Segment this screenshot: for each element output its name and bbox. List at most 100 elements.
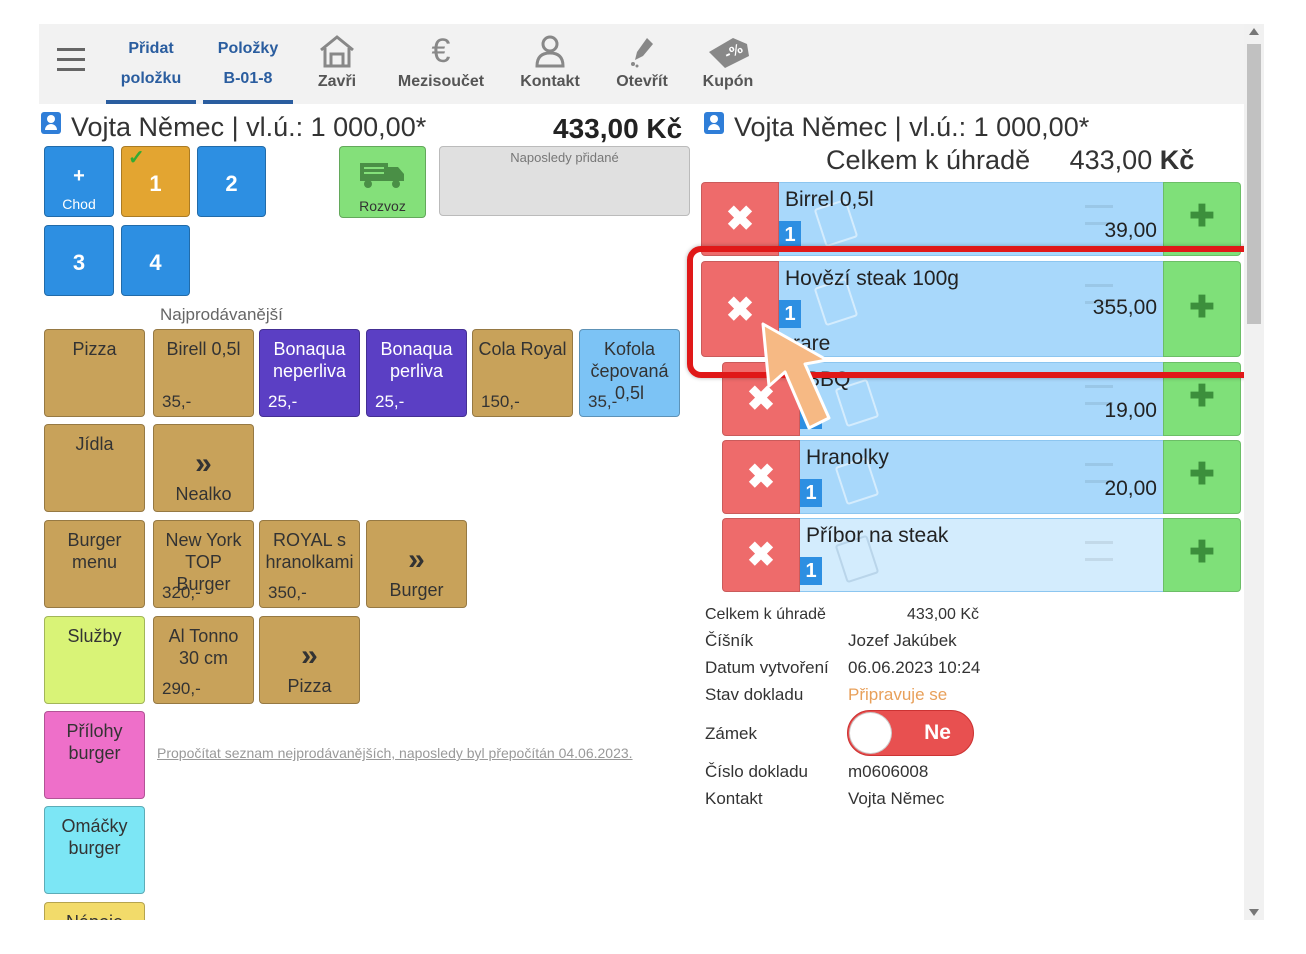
left-total: 433,00 Kč: [553, 113, 683, 144]
order-item-name: Hranolky: [806, 446, 889, 469]
detail-state-label: Stav dokladu: [705, 685, 804, 704]
subtotal-button[interactable]: € Mezisoučet: [391, 24, 491, 104]
product-price: 25,-: [268, 392, 298, 411]
checkmark-icon: ✓: [128, 147, 145, 169]
order-line-body[interactable]: Příbor na steak 1: [800, 518, 1163, 592]
category-sluzby[interactable]: Služby: [44, 616, 145, 704]
detail-waiter-value: Jozef Jakúbek: [848, 631, 957, 650]
order-item-price: 355,00: [1092, 296, 1157, 319]
folder-burger[interactable]: » Burger: [366, 520, 467, 608]
order-line-selected[interactable]: ✖ Hovězí steak 100g 1 355,00 rare ✚: [701, 261, 1241, 357]
coupon-label: Kupón: [702, 73, 754, 90]
product-name: Cola Royal: [478, 339, 567, 359]
category-label: Pizza: [72, 339, 117, 359]
add-qty-button[interactable]: ✚: [1163, 182, 1241, 256]
category-jidla[interactable]: Jídla: [44, 424, 145, 512]
scroll-down-icon[interactable]: [1249, 909, 1259, 916]
course-2-button[interactable]: 2: [197, 146, 266, 217]
right-total-label: Celkem k úhradě: [826, 145, 1031, 175]
close-icon: ✖: [725, 291, 755, 329]
scroll-thumb[interactable]: [1247, 44, 1261, 324]
folder-label: Nealko: [175, 484, 232, 504]
order-line[interactable]: ✖ Hranolky 1 20,00 ✚: [722, 440, 1241, 514]
category-burger-menu[interactable]: Burger menu: [44, 520, 145, 608]
course-4-button[interactable]: 4: [121, 225, 190, 296]
scroll-up-icon[interactable]: [1249, 28, 1259, 35]
drag-handle-icon[interactable]: [1085, 385, 1113, 405]
active-tab-underline: [106, 100, 196, 104]
contact-button[interactable]: Kontakt: [513, 24, 587, 104]
add-qty-button[interactable]: ✚: [1163, 518, 1241, 592]
product-tile[interactable]: Bonaqua neperliva 25,-: [259, 329, 360, 417]
toolbar: Přidat položku Položky B-01-8 Zavři € Me…: [39, 24, 1244, 104]
add-item-label-2: položku: [120, 70, 182, 87]
contact-label: Kontakt: [520, 73, 580, 90]
folder-pizza[interactable]: » Pizza: [259, 616, 360, 704]
add-item-label-1: Přidat: [128, 40, 174, 57]
category-label: Burger menu: [67, 530, 122, 572]
category-label: Služby: [67, 626, 122, 646]
add-course-plus: +: [73, 165, 85, 187]
left-customer-header: Vojta Němec | vl.ú.: 1 000,00*: [41, 112, 426, 143]
plus-icon: ✚: [1189, 380, 1215, 413]
category-pizza[interactable]: Pizza: [44, 329, 145, 417]
close-icon: ✖: [746, 536, 776, 574]
order-line-body[interactable]: Hranolky 1 20,00: [800, 440, 1163, 514]
tab-underline: [203, 100, 293, 104]
double-chevron-icon: »: [195, 447, 212, 480]
folder-nealko[interactable]: » Nealko: [153, 424, 254, 512]
category-napoje[interactable]: Nápoje: [44, 902, 145, 920]
lock-toggle[interactable]: Ne: [847, 710, 974, 756]
coupon-button[interactable]: -% Kupón: [695, 24, 761, 104]
left-customer-name: Vojta Němec | vl.ú.: 1 000,00*: [71, 112, 427, 142]
svg-text:-%: -%: [722, 42, 745, 63]
delete-line-button[interactable]: ✖: [701, 182, 779, 256]
category-label: Jídla: [75, 434, 114, 454]
category-prilohy-burger[interactable]: Přílohy burger: [44, 711, 145, 799]
add-course-button[interactable]: + Chod: [44, 146, 114, 217]
lock-toggle-label: Ne: [924, 721, 951, 744]
pos-app: Přidat položku Položky B-01-8 Zavři € Me…: [39, 24, 1264, 920]
order-line[interactable]: ✖ Příbor na steak 1 ✚: [722, 518, 1241, 592]
course-1-button[interactable]: ✓ 1: [121, 146, 190, 217]
drag-handle-icon[interactable]: [1085, 284, 1113, 304]
product-tile[interactable]: Birell 0,5l 35,-: [153, 329, 254, 417]
vertical-scrollbar[interactable]: [1244, 24, 1264, 920]
delivery-button[interactable]: Rozvoz: [339, 146, 426, 218]
order-line-body[interactable]: Hovězí steak 100g 1 355,00 rare: [779, 261, 1163, 357]
product-tile[interactable]: Kofola čepovaná 0,5l 35,-: [579, 329, 680, 417]
open-button[interactable]: Otevřít: [607, 24, 677, 104]
drag-handle-icon[interactable]: [1085, 463, 1113, 483]
product-tile[interactable]: Al Tonno 30 cm 290,-: [153, 616, 254, 704]
add-item-tab[interactable]: Přidat položku: [106, 24, 196, 104]
product-tile[interactable]: ROYAL s hranolkami 350,-: [259, 520, 360, 608]
order-line[interactable]: ✖ Birrel 0,5l 1 39,00 ✚: [701, 182, 1241, 256]
detail-created-label: Datum vytvoření: [705, 658, 829, 677]
category-omacky-burger[interactable]: Omáčky burger: [44, 806, 145, 894]
course-3-button[interactable]: 3: [44, 225, 114, 296]
delete-line-button[interactable]: ✖: [722, 518, 800, 592]
items-tab[interactable]: Položky B-01-8: [203, 24, 293, 104]
open-label: Otevřít: [616, 73, 668, 90]
double-chevron-icon: »: [301, 639, 318, 672]
close-label: Zavři: [317, 73, 357, 90]
drag-handle-icon[interactable]: [1085, 541, 1113, 561]
close-button[interactable]: Zavři: [307, 24, 367, 104]
close-icon: ✖: [746, 458, 776, 496]
product-tile[interactable]: Cola Royal 150,-: [472, 329, 573, 417]
product-name: New York TOP Burger: [165, 530, 242, 594]
items-label-2: B-01-8: [223, 70, 273, 87]
order-item-qty: 1: [779, 300, 801, 328]
delivery-label: Rozvoz: [359, 198, 406, 214]
product-tile[interactable]: Bonaqua perliva 25,-: [366, 329, 467, 417]
product-tile[interactable]: New York TOP Burger 320,-: [153, 520, 254, 608]
menu-button[interactable]: [49, 24, 93, 104]
recalc-bestsellers-link[interactable]: Propočítat seznam nejprodávanějších, nap…: [157, 745, 633, 761]
detail-total-value: 433,00 Kč: [907, 606, 980, 623]
delete-line-button[interactable]: ✖: [722, 440, 800, 514]
order-line-body[interactable]: Birrel 0,5l 1 39,00: [779, 182, 1163, 256]
double-chevron-icon: »: [408, 543, 425, 576]
add-qty-button[interactable]: ✚: [1163, 440, 1241, 514]
drag-handle-icon[interactable]: [1085, 205, 1113, 225]
add-qty-button[interactable]: ✚: [1163, 261, 1241, 357]
